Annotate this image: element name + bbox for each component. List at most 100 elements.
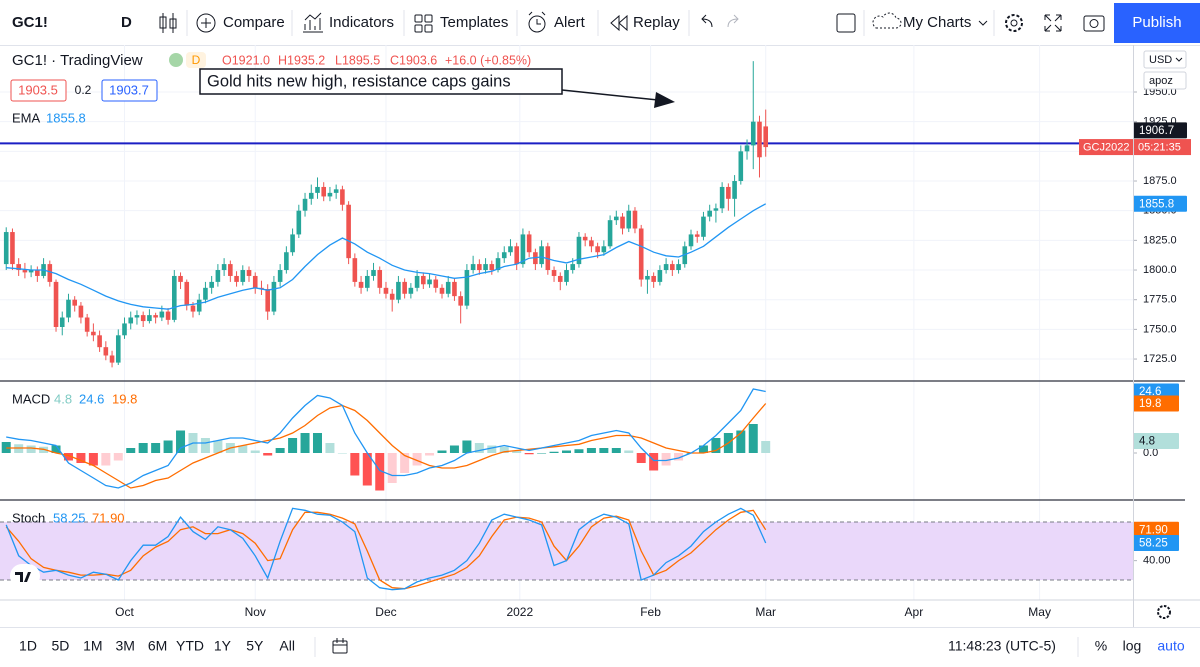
candle-body — [109, 355, 115, 363]
percent-toggle[interactable]: % — [1095, 638, 1107, 654]
histogram-bar — [400, 453, 410, 473]
price-badge-label: 71.90 — [1139, 524, 1168, 536]
candle-body — [91, 331, 96, 336]
price-badge — [1133, 395, 1179, 412]
candle-body — [732, 181, 737, 199]
histogram-bar — [661, 453, 671, 466]
alert-button[interactable]: Alert — [554, 14, 586, 31]
bid-box[interactable] — [10, 79, 67, 102]
compare-icon — [196, 13, 216, 33]
fullscreen-button[interactable] — [1044, 14, 1062, 32]
candle-body — [564, 270, 569, 282]
axis-settings-button[interactable] — [1157, 605, 1171, 619]
chart-style-button[interactable] — [159, 13, 177, 33]
currency-button[interactable] — [1143, 50, 1187, 69]
layout-button[interactable] — [836, 13, 856, 33]
histogram-bar — [549, 451, 559, 453]
snapshot-button[interactable] — [1083, 15, 1105, 32]
x-tick-label: May — [1028, 605, 1051, 619]
histogram-bar — [524, 453, 534, 455]
candle-body — [744, 145, 750, 152]
x-tick-label: Nov — [245, 605, 266, 619]
candle-body — [470, 264, 476, 271]
candle-body — [570, 264, 576, 271]
candle-body — [140, 315, 146, 322]
candle-body — [327, 192, 333, 197]
histogram-bar — [562, 450, 571, 453]
range-button[interactable]: 6M — [148, 638, 167, 654]
candle-body — [302, 198, 308, 211]
candle-body — [483, 264, 488, 271]
range-button[interactable]: 3M — [115, 638, 134, 654]
legend-title: GC1! · TradingView — [12, 52, 143, 69]
histogram-bar — [698, 445, 708, 453]
range-button[interactable]: All — [279, 638, 295, 654]
auto-toggle[interactable]: auto — [1157, 638, 1184, 654]
histogram-bar — [275, 448, 285, 453]
histogram-bar — [425, 453, 435, 456]
unit-button[interactable] — [1143, 71, 1187, 90]
candle-body — [265, 289, 270, 312]
candle-body — [495, 258, 501, 271]
x-tick-label: Apr — [905, 605, 924, 619]
templates-button[interactable]: Templates — [440, 14, 508, 31]
candle-body — [501, 252, 507, 259]
histogram-bar — [674, 453, 684, 461]
histogram-bar — [711, 438, 721, 453]
candle-body — [607, 220, 613, 247]
ask-price: 1903.7 — [109, 82, 149, 97]
histogram-bar — [487, 445, 497, 453]
candle-body — [72, 299, 78, 306]
histogram-bar — [126, 448, 136, 453]
range-button[interactable]: 5Y — [246, 638, 264, 654]
candle-body — [526, 234, 532, 253]
range-button[interactable]: 5D — [51, 638, 69, 654]
range-button[interactable]: YTD — [176, 638, 204, 654]
histogram-bar — [76, 453, 86, 463]
candle-body — [719, 186, 725, 209]
compare-button[interactable]: Compare — [223, 14, 285, 31]
candle-body — [657, 270, 663, 282]
histogram-bar — [26, 445, 36, 453]
histogram-bar — [138, 443, 148, 453]
candle-body — [576, 236, 582, 265]
range-button[interactable]: 1M — [83, 638, 102, 654]
redo-button[interactable] — [727, 14, 739, 28]
ask-box[interactable] — [101, 79, 158, 102]
log-toggle[interactable]: log — [1123, 638, 1142, 654]
undo-button[interactable] — [701, 14, 713, 28]
replay-button[interactable]: Replay — [633, 14, 680, 31]
candle-body — [402, 281, 407, 294]
settings-button[interactable] — [1005, 14, 1023, 32]
calendar-button[interactable] — [332, 638, 348, 654]
y-tick-label: 1875.0 — [1143, 175, 1177, 187]
candle-body — [383, 287, 389, 294]
candle-body — [713, 208, 719, 211]
clock: 11:48:23 (UTC-5) — [948, 638, 1056, 654]
histogram-bar — [611, 448, 621, 453]
indicators-button[interactable]: Indicators — [329, 14, 394, 31]
symbol-button[interactable]: GC1! — [12, 14, 48, 31]
price-badge-label: 1906.7 — [1139, 125, 1174, 137]
candle-body — [632, 210, 638, 229]
price-badge — [1133, 122, 1187, 139]
indicators-icon — [303, 12, 323, 33]
publish-button[interactable] — [1114, 3, 1200, 43]
candle-body — [694, 234, 700, 237]
candle-body — [78, 305, 84, 318]
alert-icon — [528, 11, 546, 25]
candle-body — [165, 311, 171, 320]
my-charts-button[interactable]: My Charts — [903, 14, 971, 31]
candle-body — [396, 281, 401, 300]
histogram-bar — [474, 443, 484, 453]
histogram-bar — [449, 445, 459, 453]
interval-button[interactable]: D — [121, 14, 132, 31]
histogram-bar — [337, 453, 347, 454]
ohlc-item: +16.0 (+0.85%) — [445, 53, 531, 67]
ema-legend-name: EMA — [12, 110, 41, 125]
range-button[interactable]: 1D — [19, 638, 37, 654]
annotation-box[interactable] — [199, 68, 563, 95]
macd-legend-macd: 24.6 — [79, 391, 104, 406]
range-button[interactable]: 1Y — [214, 638, 232, 654]
